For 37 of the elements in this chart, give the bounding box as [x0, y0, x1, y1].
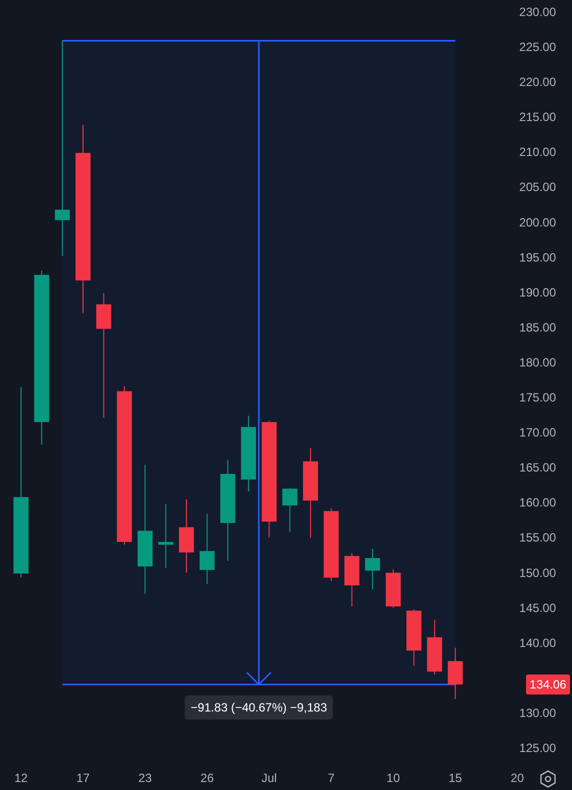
y-tick-label: 145.00 [519, 600, 556, 615]
x-tick-label: 23 [138, 771, 152, 785]
band-label: −91.83 (−40.67%) −9,183 [190, 700, 328, 714]
y-tick-label: 125.00 [519, 741, 556, 755]
x-tick-label: 15 [448, 771, 462, 785]
x-tick-label: 10 [386, 771, 400, 785]
annotation: 134.06 [530, 677, 567, 692]
x-tick-label: Jul [261, 771, 277, 785]
y-tick-label: 215.00 [519, 110, 556, 124]
y-tick-label: 230.00 [519, 5, 556, 19]
y-tick-label: 195.00 [519, 250, 556, 264]
candlestick [282, 487, 298, 533]
y-tick-label: 155.00 [519, 530, 556, 545]
x-tick-label: 17 [76, 771, 90, 785]
y-tick-label: 200.00 [519, 215, 556, 230]
y-tick-label: 130.00 [519, 706, 556, 720]
candlestick [448, 647, 463, 700]
candlestick [200, 513, 215, 584]
y-tick-label: 150.00 [519, 566, 556, 580]
x-tick-label: 20 [510, 771, 524, 785]
y-tick-label: 210.00 [519, 145, 556, 160]
y-tick-label: 205.00 [519, 180, 556, 194]
x-tick-label: 26 [200, 771, 214, 785]
y-tick-label: 140.00 [519, 636, 556, 650]
candlestick [365, 548, 380, 590]
y-tick-label: 190.00 [519, 285, 556, 300]
x-tick-label: 7 [328, 771, 335, 785]
y-tick-label: 165.00 [519, 460, 556, 475]
y-tick-label: 160.00 [519, 496, 556, 510]
y-tick-label: 225.00 [519, 40, 556, 54]
y-tick-label: 175.00 [519, 390, 556, 405]
y-tick-label: 220.00 [519, 75, 556, 90]
y-tick-label: 180.00 [519, 355, 556, 370]
x-tick-label: 12 [14, 771, 28, 785]
y-tick-label: 185.00 [519, 320, 556, 334]
candlestick [54, 40, 70, 256]
y-tick-label: 170.00 [519, 426, 556, 440]
